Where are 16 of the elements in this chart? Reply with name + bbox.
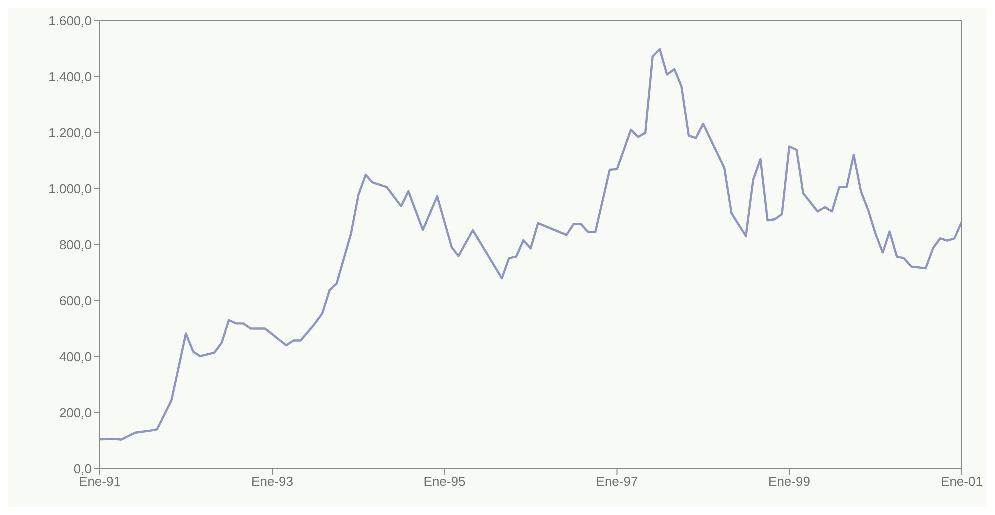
y-tick-label: 1.600,0 [48,14,92,29]
y-tick-label: 800,0 [59,238,92,253]
y-tick-label: 1.400,0 [48,70,92,85]
y-tick-label: 1.200,0 [48,126,92,141]
x-tick-label: Ene-95 [424,474,466,490]
y-tick-label: 0,0 [74,462,92,477]
line-series [100,48,962,441]
x-tick-label: Ene-99 [768,474,810,490]
x-tick-label: Ene-93 [252,474,294,490]
y-tick-label: 600,0 [59,294,92,309]
x-tick-label: Ene-97 [596,474,638,490]
x-tick-label: Ene-01 [941,474,983,490]
y-tick-label: 1.000,0 [48,182,92,197]
y-tick-label: 400,0 [59,350,92,365]
x-tick-label: Ene-91 [79,474,121,490]
y-tick-label: 200,0 [59,406,92,421]
